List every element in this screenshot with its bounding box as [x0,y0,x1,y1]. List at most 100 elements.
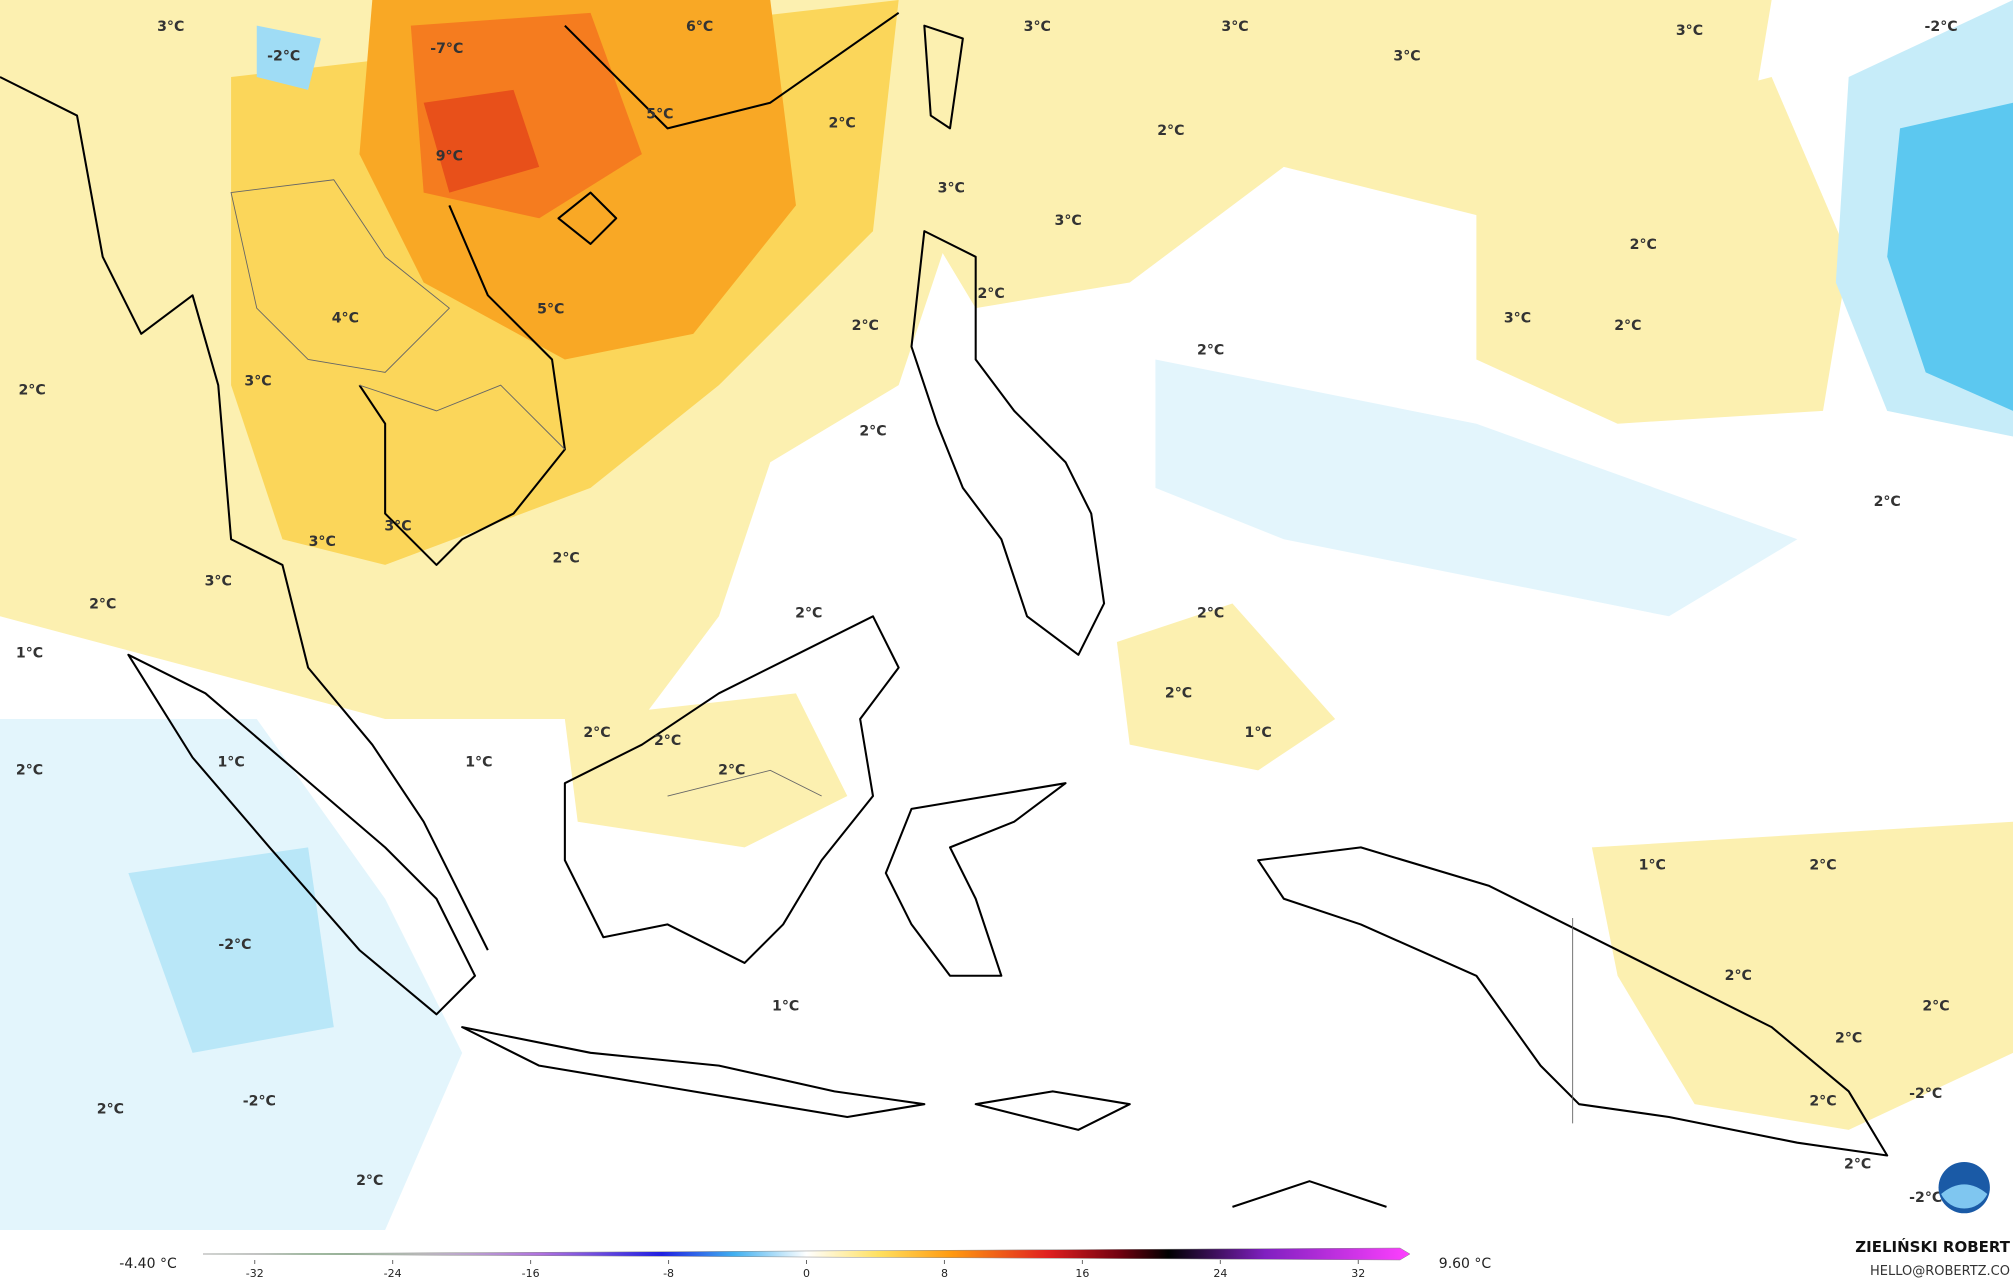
logo-wave [1941,1184,1988,1209]
credit-name: ZIELIŃSKI ROBERT [1855,1237,2010,1256]
anomaly-label: 2°C [1835,1031,1862,1047]
anomaly-label: 5°C [537,301,564,317]
anomaly-label: 3°C [157,19,184,35]
cool-area [1887,102,2013,411]
coastline [1232,1180,1387,1208]
coastlines [0,11,1889,1208]
warm-area [564,693,848,848]
anomaly-label: 2°C [16,762,43,778]
anomaly-label: 3°C [205,574,232,590]
anomaly-label: 2°C [829,115,856,131]
anomaly-label: -2°C [1909,1190,1942,1206]
anomaly-label: 2°C [977,286,1004,302]
cool-area [256,25,321,90]
anomaly-label: 3°C [1393,48,1420,64]
anomaly-label: 2°C [654,733,681,749]
anomaly-label: 2°C [553,551,580,567]
anomaly-label: 2°C [1874,494,1901,510]
anomaly-label: -2°C [243,1094,276,1110]
anomaly-label: 3°C [1024,19,1051,35]
anomaly-label: 1°C [217,755,244,771]
anomaly-label: 3°C [1676,23,1703,39]
anomaly-label: 2°C [1197,606,1224,622]
island [127,653,477,1016]
anomaly-label: 2°C [852,318,879,334]
warm-area [423,89,540,193]
anomaly-label: 3°C [1504,310,1531,326]
anomaly-label: 9°C [436,149,463,165]
anomaly-label: 1°C [1639,857,1666,873]
anomaly-label: 2°C [583,725,610,741]
colorbar-tick-label: 8 [941,1267,948,1280]
noaa-logo [1938,1161,1990,1214]
island [557,191,618,245]
island [563,615,900,964]
anomaly-label: 2°C [795,606,822,622]
map: 3°C -2°C -7°C 6°C 3°C 3°C 3°C -2°C 3°C 5°C 2°C 2°C 9… [0,0,2013,1230]
anomaly-label: 3°C [244,373,271,389]
island [974,1090,1131,1131]
warm-area [1591,821,2013,1130]
anomaly-label: 1°C [465,755,492,771]
coastline [0,76,489,951]
anomaly-label: 2°C [89,597,116,613]
island [461,1026,926,1119]
anomaly-label: 3°C [938,181,965,197]
anomaly-label: -2°C [1909,1086,1942,1102]
warm-area [1476,77,1849,424]
colorbar-min-label: -4.40 °C [119,1256,177,1272]
anomaly-label: 3°C [384,518,411,534]
colorbar-tick-label: -8 [663,1267,674,1280]
borders [230,179,1574,1124]
anomaly-label: 2°C [1614,318,1641,334]
anomaly-label: 2°C [1809,857,1836,873]
anomaly-label: -2°C [218,937,251,953]
colorbar [202,1247,1411,1261]
anomaly-label: 2°C [1197,343,1224,359]
border [359,384,566,450]
island [884,782,1067,977]
anomaly-label: 2°C [1922,999,1949,1015]
border [230,179,451,373]
anomaly-label: 1°C [1245,725,1272,741]
colorbar-tick-label: 16 [1075,1267,1089,1280]
anomaly-fields [0,0,2013,1230]
anomaly-label: 2°C [1725,968,1752,984]
colorbar-tick-label: -32 [246,1267,264,1280]
warm-area [1116,603,1336,771]
anomaly-label: -2°C [267,48,300,64]
anomaly-label: -7°C [430,41,463,57]
anomaly-label: -2°C [1925,19,1958,35]
anomaly-label: 5°C [646,106,673,122]
cool-area [128,847,334,1053]
island [1257,846,1889,1157]
coastline [358,205,566,566]
anomaly-label: 2°C [718,762,745,778]
island [923,24,964,130]
anomaly-label: 2°C [1630,237,1657,253]
anomaly-label: 3°C [1055,213,1082,229]
colorbar-tick-label: 0 [803,1267,810,1280]
anomaly-label: 2°C [1165,685,1192,701]
island [910,230,1106,656]
colorbar-tick-label: 32 [1351,1267,1365,1280]
anomaly-label: 3°C [1221,19,1248,35]
anomaly-label: 1°C [16,646,43,662]
anomaly-label: 2°C [356,1173,383,1189]
anomaly-label: 2°C [18,382,45,398]
anomaly-label: 2°C [859,423,886,439]
cool-area [1155,359,1798,617]
colorbar-tick-label: -16 [522,1267,540,1280]
anomaly-label: 2°C [1809,1094,1836,1110]
anomaly-labels: 3°C -2°C -7°C 6°C 3°C 3°C 3°C -2°C 3°C 5°C 2°C 2°C 9… [16,19,1958,1206]
anomaly-label: 2°C [1157,123,1184,139]
colorbar-tick-label: 24 [1213,1267,1227,1280]
credit-email: HELLO@ROBERTZ.CO [1870,1264,2010,1279]
anomaly-label: 6°C [686,19,713,35]
anomaly-label: 2°C [1844,1157,1871,1173]
anomaly-label: 2°C [97,1101,124,1117]
coastline [564,11,900,130]
colorbar-max-label: 9.60 °C [1439,1256,1492,1272]
warm-area [898,0,1772,309]
colorbar-tick-label: -24 [384,1267,402,1280]
